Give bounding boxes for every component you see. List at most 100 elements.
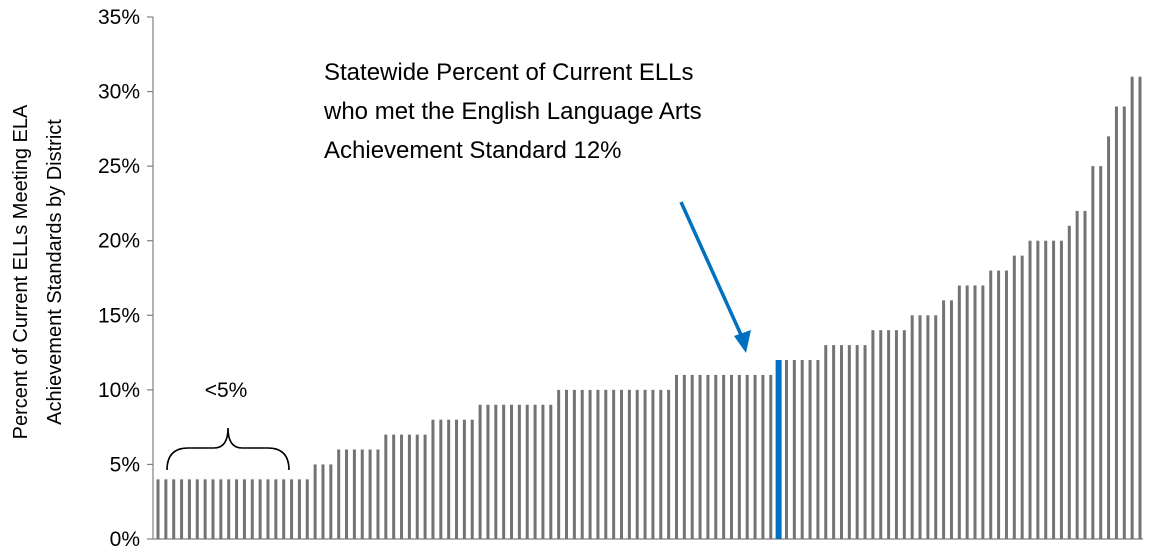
district-bar (682, 374, 686, 539)
district-bar (486, 404, 490, 539)
district-bar (1044, 240, 1048, 539)
y-axis-label: Percent of Current ELLs Meeting ELA Achi… (10, 104, 66, 439)
district-bar (651, 389, 655, 539)
district-bar (1067, 225, 1071, 540)
district-bar (729, 374, 733, 539)
district-bar (533, 404, 537, 539)
district-bar (942, 300, 946, 539)
y-tick-label: 35% (98, 6, 140, 29)
district-bar (800, 360, 804, 539)
district-bar (510, 404, 514, 539)
district-bar (1036, 240, 1040, 539)
annotation-line-1: Statewide Percent of Current ELLs (324, 59, 694, 86)
district-bar (502, 404, 506, 539)
district-bar (918, 315, 922, 539)
district-bar (926, 315, 930, 539)
district-bar (360, 449, 364, 539)
district-bar (675, 374, 678, 539)
district-bar (973, 285, 977, 539)
district-bar (290, 479, 294, 539)
district-bar (832, 345, 836, 539)
district-bar (588, 389, 592, 539)
district-bar (667, 389, 671, 539)
district-bar (235, 479, 239, 539)
district-bar (1130, 76, 1134, 539)
district-bar (1052, 240, 1056, 539)
district-bar (180, 479, 184, 539)
district-bar (297, 479, 301, 539)
district-bar (737, 374, 741, 539)
district-bar (187, 479, 191, 539)
district-bar (643, 389, 647, 539)
district-bar (612, 389, 616, 539)
district-bar (753, 374, 757, 539)
district-bar (470, 419, 474, 539)
y-axis: 0% 5% 10% 15% 20% 25% 30% 35% (98, 6, 1143, 550)
district-bar (620, 389, 623, 539)
district-bar (910, 315, 914, 539)
district-bar (415, 434, 419, 539)
district-bar (321, 464, 325, 539)
district-bar (549, 404, 553, 539)
district-bar (227, 479, 231, 539)
district-bar (784, 360, 788, 539)
district-bar (557, 389, 561, 539)
district-bar (863, 345, 867, 539)
district-bar (965, 285, 969, 539)
district-bar (1028, 240, 1032, 539)
district-bar (1012, 255, 1016, 539)
district-bar (887, 330, 891, 539)
district-bar (407, 434, 411, 539)
district-bar (855, 345, 859, 539)
district-bar (447, 419, 451, 539)
district-bar (1020, 255, 1024, 539)
district-bar (423, 434, 427, 539)
district-bar (1099, 166, 1103, 539)
annotation-line-3: Achievement Standard 12% (324, 137, 622, 164)
district-bar (989, 270, 993, 539)
district-bar (902, 330, 906, 539)
y-tick-label: 30% (98, 81, 140, 104)
district-bar (242, 479, 246, 539)
district-bar (329, 464, 333, 539)
district-bar (690, 374, 694, 539)
district-bar (745, 374, 749, 539)
district-bar (565, 389, 569, 539)
district-bar (824, 345, 828, 539)
district-bar (305, 479, 309, 539)
district-bar (722, 374, 726, 539)
district-bar (392, 434, 396, 539)
district-bar (580, 389, 584, 539)
district-bar (258, 479, 262, 539)
low-values-bracket: <5% (166, 379, 290, 471)
y-tick-label: 0% (110, 528, 140, 550)
district-bar (871, 330, 875, 539)
district-bar (368, 449, 372, 539)
district-bar (1091, 166, 1095, 539)
district-bar (1075, 210, 1079, 539)
district-bar (604, 389, 608, 539)
district-bar (431, 419, 435, 539)
y-axis-label-line-2: Achievement Standards by District (44, 119, 66, 425)
statewide-bar (775, 360, 782, 539)
y-axis-label-line-1: Percent of Current ELLs Meeting ELA (10, 104, 32, 439)
district-bar (934, 315, 938, 539)
annotation-line-2: who met the English Language Arts (323, 98, 702, 125)
district-bar (1122, 106, 1126, 540)
district-bar (816, 360, 820, 539)
district-bar (211, 479, 215, 539)
district-bar (400, 434, 404, 539)
district-bar (525, 404, 529, 539)
district-bar (596, 389, 600, 539)
district-bar (164, 479, 168, 539)
bracket-shape (166, 427, 290, 471)
y-tick-label: 25% (98, 155, 140, 178)
district-bar (219, 479, 223, 539)
district-bar (376, 449, 380, 539)
district-bar (274, 479, 278, 539)
district-bar (250, 479, 254, 539)
district-bar (156, 479, 160, 539)
district-bar (455, 419, 459, 539)
district-bar (714, 374, 718, 539)
